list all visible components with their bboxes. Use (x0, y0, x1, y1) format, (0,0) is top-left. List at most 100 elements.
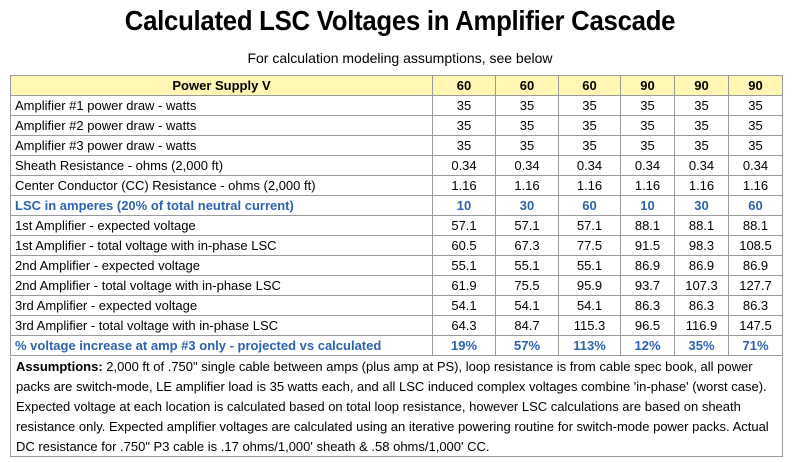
table-cell: 35 (495, 115, 559, 136)
table-body: Power Supply V 60 60 60 90 90 90 Amplifi… (10, 75, 783, 356)
table-cell: 86.9 (620, 255, 675, 276)
table-cell: 10 (620, 195, 675, 216)
assumptions-text: 2,000 ft of .750" single cable between a… (16, 359, 769, 454)
table-row: 1st Amplifier - expected voltage 57.1 57.1… (10, 215, 783, 236)
table-cell: 127.7 (728, 275, 783, 296)
row-label: Amplifier #1 power draw - watts (10, 95, 433, 116)
table-cell: 60 (558, 195, 621, 216)
table-row: 3rd Amplifier - total voltage with in-ph… (10, 315, 783, 336)
table-cell: 55.1 (495, 255, 559, 276)
assumptions-note: Assumptions: 2,000 ft of .750" single ca… (10, 357, 783, 457)
table-cell: 35 (432, 135, 496, 156)
table-cell: 93.7 (620, 275, 675, 296)
table-row: Amplifier #1 power draw - watts 35 35 35 35 3… (10, 95, 783, 116)
table-cell: 88.1 (674, 215, 729, 236)
table-cell: 35 (558, 135, 621, 156)
table-cell: 61.9 (432, 275, 496, 296)
table-cell: 30 (674, 195, 729, 216)
header-cell: 90 (728, 75, 783, 96)
table-cell: 60 (728, 195, 783, 216)
row-label: % voltage increase at amp #3 only - proj… (10, 335, 433, 356)
table-row: Amplifier #2 power draw - watts 35 35 35 35 3… (10, 115, 783, 136)
header-cell: 60 (558, 75, 621, 96)
table-row: % voltage increase at amp #3 only - proj… (10, 335, 783, 356)
row-label: 1st Amplifier - expected voltage (10, 215, 433, 236)
table-cell: 35 (674, 135, 729, 156)
table-cell: 147.5 (728, 315, 783, 336)
table-cell: 35 (728, 135, 783, 156)
table-cell: 91.5 (620, 235, 675, 256)
table-cell: 71% (728, 335, 783, 356)
table-cell: 54.1 (495, 295, 559, 316)
table-cell: 35 (432, 95, 496, 116)
table-cell: 86.9 (674, 255, 729, 276)
table-cell: 1.16 (620, 175, 675, 196)
table-cell: 35 (620, 135, 675, 156)
table-cell: 67.3 (495, 235, 559, 256)
table-cell: 35 (674, 95, 729, 116)
table-cell: 1.16 (558, 175, 621, 196)
row-label: Center Conductor (CC) Resistance - ohms … (10, 175, 433, 196)
table-cell: 55.1 (558, 255, 621, 276)
table-cell: 77.5 (558, 235, 621, 256)
table-cell: 54.1 (432, 295, 496, 316)
table-cell: 75.5 (495, 275, 559, 296)
table-cell: 57.1 (495, 215, 559, 236)
row-label: Amplifier #3 power draw - watts (10, 135, 433, 156)
table-cell: 86.3 (674, 295, 729, 316)
header-cell: 60 (495, 75, 559, 96)
table-row: Sheath Resistance - ohms (2,000 ft) 0.34 0… (10, 155, 783, 176)
header-label: Power Supply V (10, 75, 433, 96)
header-cell: 90 (674, 75, 729, 96)
table-cell: 35 (620, 115, 675, 136)
table-row: 1st Amplifier - total voltage with in-ph… (10, 235, 783, 256)
table-cell: 35 (674, 115, 729, 136)
table-cell: 57.1 (558, 215, 621, 236)
table-row: 2nd Amplifier - total voltage with in-ph… (10, 275, 783, 296)
table-cell: 88.1 (728, 215, 783, 236)
table-cell: 35 (495, 95, 559, 116)
table-cell: 10 (432, 195, 496, 216)
table-row: Center Conductor (CC) Resistance - ohms … (10, 175, 783, 196)
header-cell: 60 (432, 75, 496, 96)
table-cell: 116.9 (674, 315, 729, 336)
table-cell: 57% (495, 335, 559, 356)
table-cell: 115.3 (558, 315, 621, 336)
row-label: 1st Amplifier - total voltage with in-ph… (10, 235, 433, 256)
table-cell: 84.7 (495, 315, 559, 336)
table-cell: 35 (728, 115, 783, 136)
table-cell: 86.3 (728, 295, 783, 316)
table-cell: 88.1 (620, 215, 675, 236)
table-cell: 57.1 (432, 215, 496, 236)
table-cell: 35 (495, 135, 559, 156)
row-label: 2nd Amplifier - expected voltage (10, 255, 433, 276)
table-cell: 98.3 (674, 235, 729, 256)
table-row: Amplifier #3 power draw - watts 35 35 35 35 3… (10, 135, 783, 156)
table-cell: 108.5 (728, 235, 783, 256)
table-cell: 35 (558, 95, 621, 116)
table-row: 2nd Amplifier - expected voltage 55.1 55.1… (10, 255, 783, 276)
table-cell: 12% (620, 335, 675, 356)
table-cell: 1.16 (432, 175, 496, 196)
assumptions-label: Assumptions: (16, 359, 103, 374)
table-header-row: Power Supply V 60 60 60 90 90 90 (10, 75, 783, 96)
voltage-table: Power Supply V 60 60 60 90 90 90 Amplifi… (10, 75, 783, 356)
table-cell: 0.34 (674, 155, 729, 176)
table-cell: 0.34 (728, 155, 783, 176)
row-label: 3rd Amplifier - expected voltage (10, 295, 433, 316)
row-label: Amplifier #2 power draw - watts (10, 115, 433, 136)
table-cell: 35 (432, 115, 496, 136)
table-cell: 55.1 (432, 255, 496, 276)
table-cell: 64.3 (432, 315, 496, 336)
table-cell: 0.34 (432, 155, 496, 176)
header-cell: 90 (620, 75, 675, 96)
table-cell: 0.34 (558, 155, 621, 176)
table-cell: 1.16 (674, 175, 729, 196)
page-subtitle: For calculation modeling assumptions, se… (247, 50, 553, 66)
table-cell: 95.9 (558, 275, 621, 296)
table-row: 3rd Amplifier - expected voltage 54.1 54.1… (10, 295, 783, 316)
table-cell: 19% (432, 335, 496, 356)
row-label: 3rd Amplifier - total voltage with in-ph… (10, 315, 433, 336)
table-cell: 0.34 (495, 155, 559, 176)
table-cell: 54.1 (558, 295, 621, 316)
